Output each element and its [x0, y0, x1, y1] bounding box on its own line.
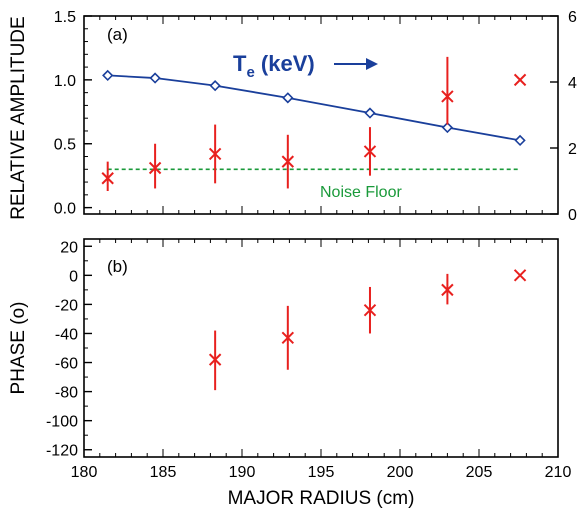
- te-axis-arrow: [334, 58, 378, 70]
- y-tick-label: -40: [55, 326, 78, 343]
- panel-b-minor-ticks: [83, 239, 559, 457]
- phase-point: [208, 353, 222, 366]
- phase-point: [513, 269, 527, 282]
- phase-point: [441, 283, 454, 297]
- cross-stroke-b: [441, 90, 454, 103]
- noise-floor-label: Noise Floor: [320, 184, 402, 201]
- panel-b: 200-20-40-60-80-100-120 180 185 190 195 200 2…: [8, 238, 572, 509]
- panel-b-x-axis-title: MAJOR RADIUS (cm): [228, 488, 415, 509]
- cross-stroke-b: [441, 283, 454, 297]
- te-point: [209, 79, 221, 92]
- te-point: [441, 121, 454, 134]
- y-tick-label: 0: [69, 268, 78, 285]
- amplitude-point: [208, 147, 222, 161]
- panel-b-y-axis-title: PHASE (o): [8, 302, 29, 395]
- x-tick-label: 195: [308, 464, 335, 481]
- y-tick-label: -100: [46, 414, 78, 431]
- te-label-sub: e: [246, 64, 254, 81]
- y2-tick-label: 0: [568, 207, 577, 224]
- y-tick-label: -80: [55, 385, 78, 402]
- cross-stroke-b: [513, 73, 527, 87]
- amplitude-point: [441, 90, 454, 103]
- cross-stroke-b: [208, 147, 222, 161]
- panel-a-minor-ticks: [83, 15, 559, 214]
- panel-a: 0.0 0.5 1.0 1.5 0 2 4 6 (a) RELATIVE AMPLITUDE…: [8, 9, 577, 224]
- y-tick-label: 1.0: [54, 73, 76, 90]
- amplitude-point: [281, 155, 295, 168]
- panel-b-x-ticks: 180 185 190 195 200 205 210: [71, 464, 572, 481]
- cross-stroke-b: [363, 304, 377, 317]
- y2-tick-label: 4: [568, 75, 577, 92]
- phase-point: [281, 331, 295, 345]
- y-tick-label: 1.5: [54, 9, 76, 26]
- amplitude-point: [363, 145, 377, 158]
- panel-b-frame: [83, 238, 559, 458]
- cross-stroke-b: [208, 353, 222, 366]
- te-series-points: [102, 69, 526, 147]
- amplitude-point: [513, 73, 527, 87]
- x-tick-label: 205: [466, 464, 493, 481]
- cross-stroke-b: [281, 331, 295, 345]
- te-series-label: Te (keV): [233, 51, 315, 81]
- cross-stroke-b: [281, 155, 295, 168]
- te-point: [364, 107, 376, 119]
- x-tick-label: 185: [150, 464, 177, 481]
- x-tick-label: 190: [229, 464, 256, 481]
- y-tick-label: 0.5: [54, 137, 76, 154]
- y-tick-label: -60: [55, 356, 78, 373]
- panel-b-y-ticks: 20 0 -20 -40 -60 -80 -100 -120: [46, 239, 92, 460]
- te-point: [514, 134, 526, 147]
- te-label-unit: (keV): [255, 51, 315, 76]
- panel-b-label: (b): [107, 257, 128, 276]
- y-tick-label: 20: [60, 239, 78, 256]
- x-tick-label: 180: [71, 464, 98, 481]
- phase-point: [363, 304, 377, 317]
- cross-stroke-b: [363, 145, 377, 158]
- phase-series-points: [208, 269, 527, 391]
- y2-tick-label: 2: [568, 141, 577, 158]
- te-point: [282, 92, 294, 104]
- panel-a-y-ticks: 0.0 0.5 1.0 1.5: [54, 9, 92, 218]
- y-tick-label: 0.0: [54, 201, 76, 218]
- y-tick-label: -120: [46, 443, 78, 460]
- cross-stroke-b: [148, 161, 162, 175]
- panel-a-label: (a): [107, 25, 128, 44]
- y2-tick-label: 6: [568, 9, 577, 26]
- amplitude-series-points: [101, 56, 527, 192]
- cross-stroke-b: [101, 172, 114, 185]
- panel-a-y2-ticks: 0 2 4 6: [550, 9, 577, 224]
- arrow-head: [366, 58, 378, 70]
- amplitude-point: [148, 161, 162, 175]
- te-series-line: [107, 74, 521, 142]
- te-point: [102, 69, 114, 82]
- x-tick-label: 200: [387, 464, 414, 481]
- amplitude-point: [101, 172, 114, 185]
- te-label-main: T: [233, 51, 247, 76]
- te-point: [149, 72, 161, 84]
- panel-a-y-axis-title: RELATIVE AMPLITUDE: [8, 16, 29, 219]
- x-tick-label: 210: [545, 464, 572, 481]
- y-tick-label: -20: [55, 297, 78, 314]
- cross-stroke-b: [513, 269, 527, 282]
